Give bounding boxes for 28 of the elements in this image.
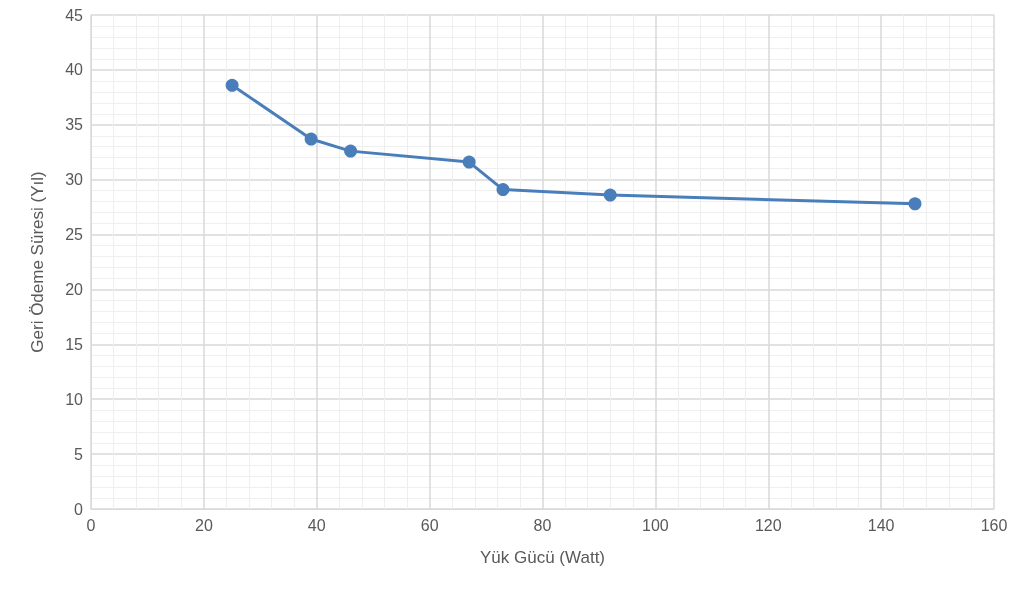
x-tick-label: 40 — [307, 516, 326, 534]
y-tick-label: 30 — [65, 171, 84, 189]
x-axis-title: Yük Gücü (Watt) — [479, 548, 606, 567]
y-tick-label: 10 — [65, 390, 84, 408]
x-tick-label: 60 — [420, 516, 439, 534]
x-tick-label: 160 — [980, 516, 1008, 534]
x-tick-label: 120 — [754, 516, 782, 534]
x-tick-label: 100 — [642, 516, 669, 534]
y-tick-label: 45 — [65, 6, 84, 24]
point — [225, 78, 239, 92]
y-tick-label: 15 — [65, 335, 84, 353]
y-tick-label: 25 — [65, 226, 84, 244]
x-tick-label: 20 — [194, 516, 213, 534]
y-tick-label: 0 — [74, 500, 84, 518]
point — [304, 132, 318, 146]
point — [908, 197, 922, 211]
x-tick-label: 140 — [867, 516, 895, 534]
x-tick-label: 80 — [533, 516, 552, 534]
point — [496, 183, 510, 197]
y-tick-label: 40 — [65, 61, 84, 79]
point — [603, 188, 617, 202]
y-tick-label: 20 — [65, 280, 84, 298]
point — [344, 144, 358, 158]
x-tick-label: 0 — [86, 516, 96, 534]
y-tick-label: 35 — [65, 116, 84, 134]
point — [462, 155, 476, 169]
y-axis-title: Geri Ödeme Süresi (Yıl) — [28, 171, 47, 353]
y-tick-label: 5 — [74, 445, 84, 463]
